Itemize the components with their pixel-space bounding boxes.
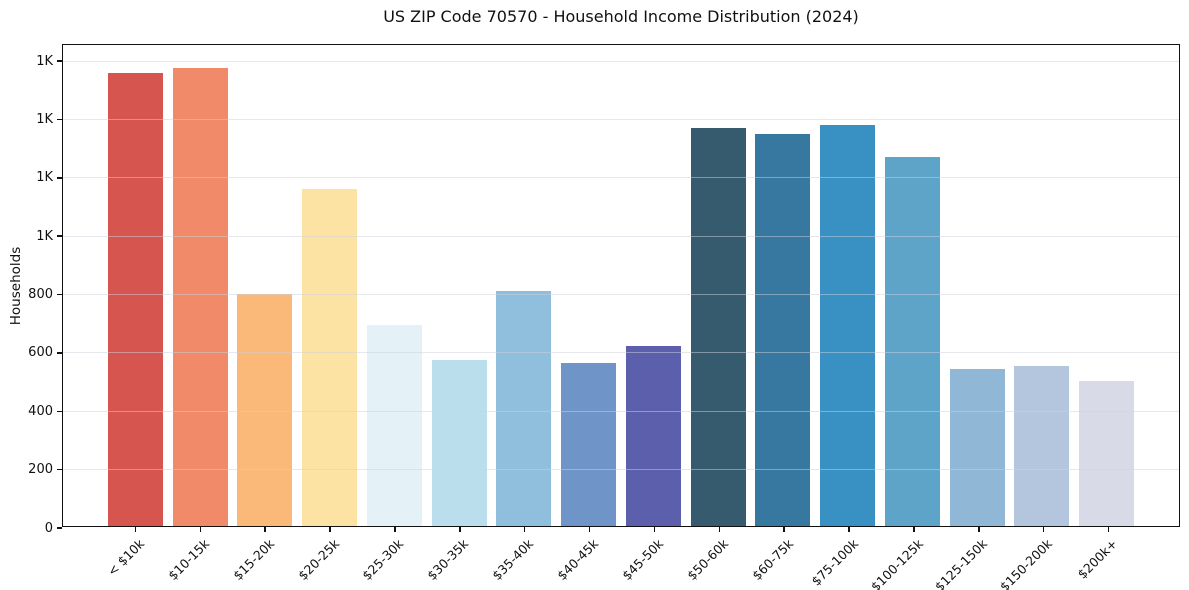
- bar: [107, 72, 163, 526]
- x-tick-label: $200k+: [1074, 536, 1121, 582]
- bar-slot: [556, 45, 621, 526]
- bar-slot: [1010, 45, 1075, 526]
- bar: [431, 360, 487, 526]
- bar-slot: [233, 45, 298, 526]
- y-axis-label: Households: [8, 246, 24, 326]
- gridline: [63, 410, 1179, 412]
- x-tick: [1042, 527, 1045, 532]
- gridline: [63, 118, 1179, 120]
- bar: [1014, 366, 1070, 526]
- gridline: [63, 60, 1179, 62]
- y-tick-label: 200: [28, 462, 53, 478]
- y-tick: [57, 352, 62, 354]
- bar: [561, 363, 617, 526]
- gridline: [63, 177, 1179, 179]
- bar: [884, 156, 940, 526]
- x-tick: [913, 527, 915, 532]
- x-tick-label: $10-15k: [164, 536, 212, 584]
- x-tick: [264, 527, 266, 532]
- x-tick-label: $30-35k: [424, 536, 472, 584]
- x-tick-label: $35-40k: [489, 536, 537, 584]
- bar-slot: [1074, 45, 1139, 526]
- bar-slot: [621, 45, 686, 526]
- y-tick-label: 800: [28, 287, 53, 303]
- bar: [302, 188, 358, 526]
- x-tick: [134, 527, 137, 532]
- x-tick-label: $60-75k: [748, 536, 796, 584]
- x-tick-label: $75-100k: [808, 536, 861, 589]
- bar: [172, 68, 228, 526]
- bar: [237, 293, 293, 526]
- y-tick-label: 0: [44, 520, 53, 536]
- gridline: [63, 352, 1179, 354]
- bar-slot: [751, 45, 816, 526]
- y-tick-label: 400: [28, 403, 53, 419]
- y-tick-label: 1K: [36, 111, 53, 127]
- bar-slot: [427, 45, 492, 526]
- x-tick: [1107, 527, 1110, 532]
- x-tick: [459, 527, 461, 532]
- bar: [496, 290, 552, 526]
- bar: [949, 369, 1005, 526]
- x-tick: [848, 527, 850, 532]
- x-tick-label: $20-25k: [294, 536, 342, 584]
- x-tick: [588, 527, 591, 532]
- bar: [690, 127, 746, 526]
- gridline: [63, 469, 1179, 471]
- chart-title: US ZIP Code 70570 - Household Income Dis…: [383, 7, 859, 26]
- bar-slot: [297, 45, 362, 526]
- x-tick-label: $25-30k: [359, 536, 407, 584]
- bar: [1079, 380, 1135, 526]
- bar-slot: [880, 45, 945, 526]
- y-tick: [57, 293, 62, 296]
- bar-slot: [103, 45, 168, 526]
- x-tick-label: < $10k: [104, 536, 148, 579]
- bar: [755, 133, 811, 526]
- y-tick-label: 1K: [36, 228, 53, 244]
- y-tick: [57, 235, 62, 237]
- x-tick: [329, 527, 331, 532]
- bar-slot: [168, 45, 233, 526]
- x-tick-label: $40-45k: [554, 536, 602, 584]
- x-tick: [783, 527, 785, 532]
- gridline: [63, 235, 1179, 237]
- y-tick: [57, 60, 62, 62]
- x-tick: [653, 527, 656, 532]
- x-tick-label: $150-200k: [997, 536, 1056, 590]
- y-tick-label: 1K: [36, 53, 53, 69]
- gridline: [63, 294, 1179, 296]
- bar-slot: [492, 45, 557, 526]
- plot-area: 0 200 400 600 800 1K 1K 1K 1K < $10k $10-15k $15-20…: [28, 44, 1180, 590]
- y-tick: [57, 468, 62, 471]
- x-tick-label: $100-125k: [867, 536, 926, 590]
- y-tick: [57, 410, 62, 412]
- x-tick: [394, 527, 396, 532]
- x-tick: [523, 527, 526, 532]
- bar: [820, 124, 876, 526]
- bars-row: [63, 45, 1179, 526]
- bar-slot: [945, 45, 1010, 526]
- x-tick-label: $15-20k: [229, 536, 277, 584]
- x-tick-label: $125-150k: [932, 536, 991, 590]
- x-tick-label: $45-50k: [619, 536, 667, 584]
- x-tick: [978, 527, 980, 532]
- x-tick-label: $50-60k: [683, 536, 731, 584]
- bar-slot: [686, 45, 751, 526]
- bar-slot: [815, 45, 880, 526]
- bar: [366, 325, 422, 526]
- y-tick: [57, 118, 62, 121]
- x-tick: [718, 527, 721, 532]
- y-tick: [57, 177, 62, 179]
- y-tick: [57, 527, 62, 529]
- bar-slot: [362, 45, 427, 526]
- bar: [625, 345, 681, 526]
- y-tick-label: 600: [28, 345, 53, 361]
- x-tick: [199, 527, 202, 532]
- y-tick-label: 1K: [36, 170, 53, 186]
